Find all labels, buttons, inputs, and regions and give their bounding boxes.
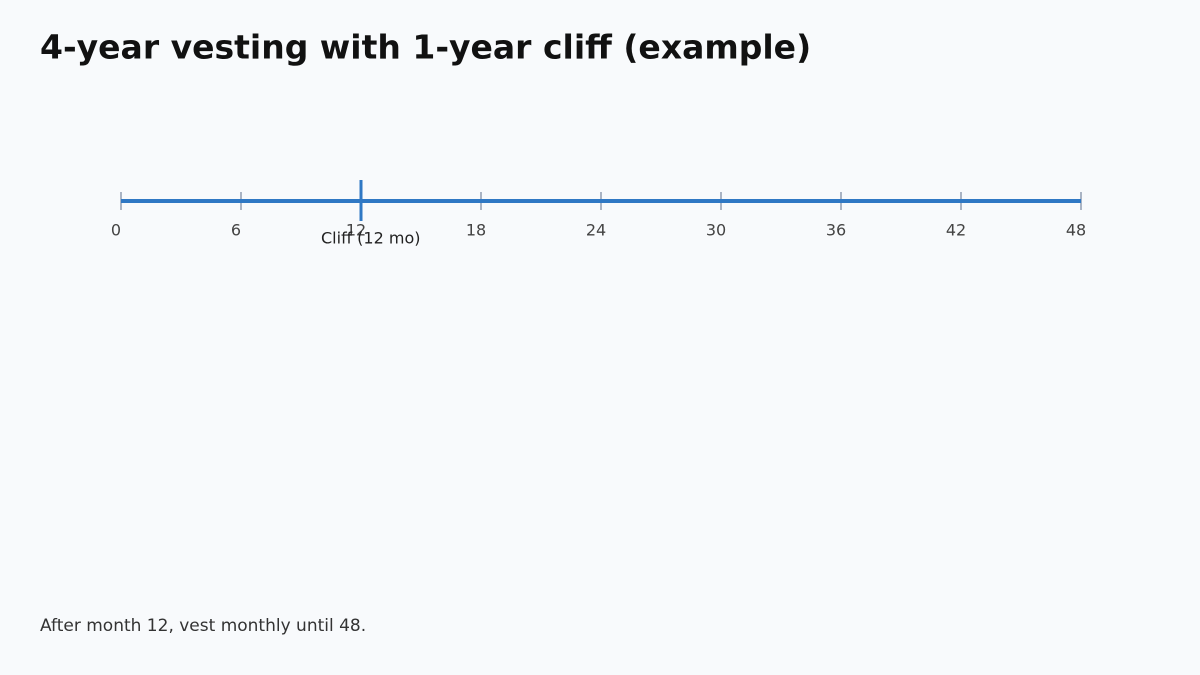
x-tick-label: 48 (1066, 221, 1086, 240)
x-tick-label: 18 (466, 221, 486, 240)
x-tick-label: 6 (231, 221, 241, 240)
chart-title: 4-year vesting with 1-year cliff (exampl… (40, 28, 811, 67)
x-tick-label: 42 (946, 221, 966, 240)
cliff-label: Cliff (12 mo) (321, 229, 420, 248)
x-tick-label: 24 (586, 221, 606, 240)
x-tick-label: 12 (346, 221, 366, 240)
x-tick-label: 0 (111, 221, 121, 240)
footnote: After month 12, vest monthly until 48. (40, 616, 366, 636)
x-tick-label: 30 (706, 221, 726, 240)
x-tick-label: 36 (826, 221, 846, 240)
